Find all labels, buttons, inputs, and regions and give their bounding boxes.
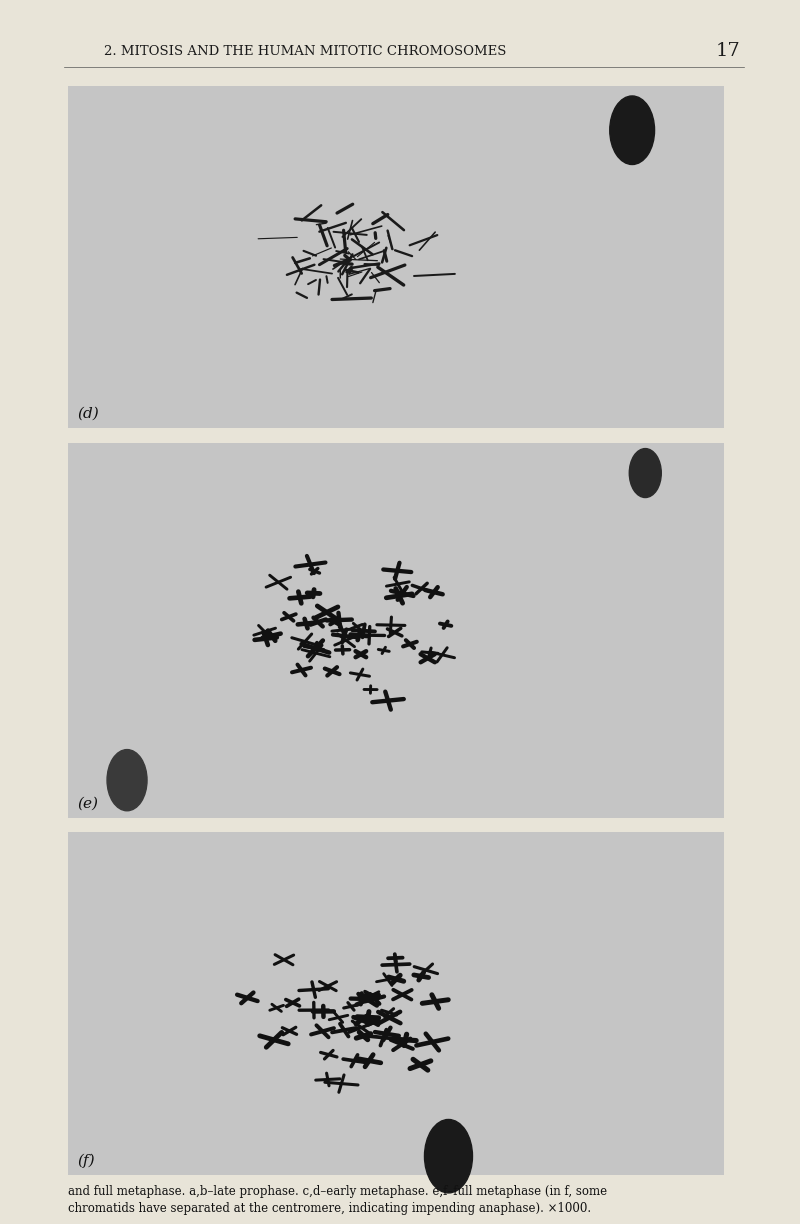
Bar [68,443,724,818]
Bar [68,86,724,428]
Text: (f): (f) [78,1153,95,1168]
Circle shape [630,448,662,497]
Circle shape [425,1120,473,1193]
Text: and full metaphase. a,b–late prophase. c,d–early metaphase. e,f–full metaphase (: and full metaphase. a,b–late prophase. c… [68,1185,607,1215]
Text: 2. MITOSIS AND THE HUMAN MITOTIC CHROMOSOMES: 2. MITOSIS AND THE HUMAN MITOTIC CHROMOS… [104,45,506,58]
Text: (e): (e) [78,797,98,810]
Text: (d): (d) [78,408,99,421]
Circle shape [107,749,147,810]
Circle shape [610,95,654,164]
Text: 17: 17 [716,43,740,60]
Bar [68,832,724,1175]
